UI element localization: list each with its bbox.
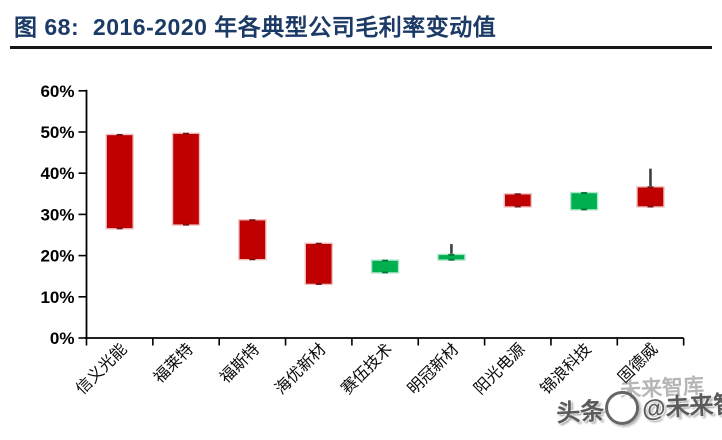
x-category-label: 赛伍技术	[337, 339, 396, 398]
range-bar	[370, 259, 400, 274]
x-category-label: 福斯特	[217, 340, 264, 387]
bar-open-mark	[315, 242, 322, 245]
range-bar	[304, 242, 333, 286]
x-category-label: 阳光电源	[471, 340, 529, 398]
range-bar	[569, 191, 599, 211]
bar-close-mark	[647, 205, 654, 208]
y-tick-label: 20%	[40, 247, 74, 266]
y-tick-label: 10%	[40, 288, 74, 307]
bar-open-mark	[249, 219, 256, 222]
bar-close-mark	[448, 258, 455, 261]
range-bar	[503, 193, 532, 208]
bar-close-mark	[249, 258, 256, 261]
x-category-label: 锦浪科技	[537, 340, 595, 398]
watermark-logo-circle-icon	[604, 390, 640, 426]
title-underline	[10, 46, 712, 49]
range-bar	[636, 186, 665, 208]
bar-open-mark	[448, 253, 455, 256]
y-tick-label: 0%	[50, 329, 75, 348]
range-bar	[105, 133, 134, 230]
bar-close-mark	[382, 271, 389, 274]
bar-close-mark	[514, 205, 521, 208]
range-bar	[238, 219, 267, 261]
bar-close-mark	[183, 223, 190, 226]
bar-close-mark	[116, 227, 123, 230]
x-category-label: 信义光能	[73, 340, 131, 398]
bar-close-mark	[315, 282, 322, 285]
y-tick-label: 40%	[40, 164, 74, 183]
watermark-text-right: @未来智库	[641, 389, 722, 423]
bar-close-mark	[581, 208, 588, 211]
figure-title: 图 68: 2016-2020 年各典型公司毛利率变动值	[14, 14, 497, 40]
y-tick-label: 30%	[40, 205, 74, 224]
bar-open-mark	[116, 133, 123, 136]
y-tick-label: 50%	[40, 123, 74, 142]
bar-open-mark	[382, 259, 389, 262]
range-bar	[171, 132, 201, 226]
watermark-text-left: 头条	[555, 397, 605, 428]
x-category-label: 福莱特	[150, 340, 197, 387]
bar-open-mark	[514, 193, 521, 196]
bar-open-mark	[647, 186, 654, 189]
y-tick-label: 60%	[40, 82, 74, 101]
x-category-label: 明冠新材	[404, 340, 462, 398]
bar-open-mark	[183, 132, 190, 135]
x-category-label: 海优新材	[272, 340, 330, 398]
bar-open-mark	[581, 192, 588, 195]
